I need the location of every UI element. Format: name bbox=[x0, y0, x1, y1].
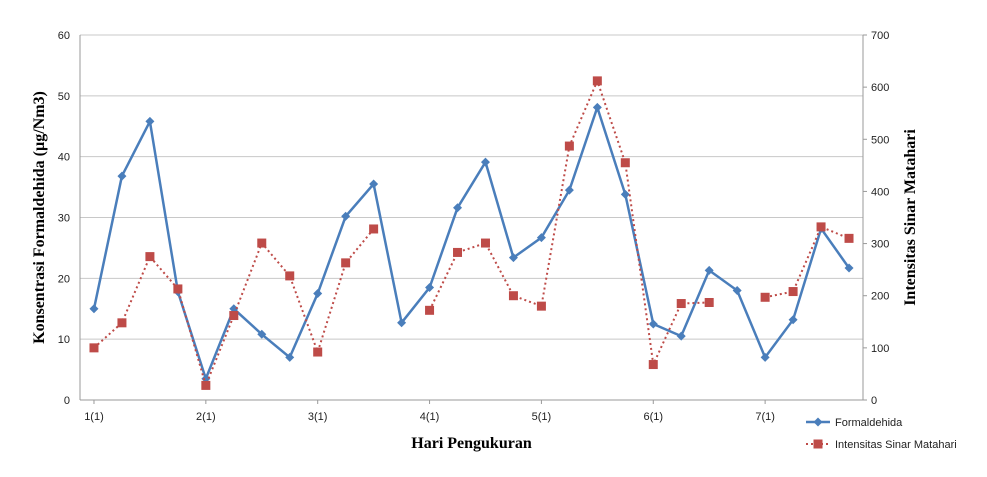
data-point-diamond bbox=[369, 179, 379, 189]
data-point-square bbox=[173, 284, 183, 294]
legend: Formaldehida Intensitas Sinar Matahari bbox=[806, 417, 957, 451]
legend-marker-square bbox=[813, 439, 823, 449]
data-point-diamond bbox=[425, 282, 435, 292]
right-y-tick-label: 0 bbox=[871, 395, 877, 407]
right-y-tick-label: 700 bbox=[871, 30, 889, 42]
data-point-square bbox=[117, 318, 127, 328]
data-point-square bbox=[341, 258, 351, 268]
data-point-square bbox=[536, 301, 546, 311]
right-y-tick-label: 100 bbox=[871, 343, 889, 355]
x-tick-label: 3(1) bbox=[308, 411, 328, 423]
axes bbox=[79, 34, 867, 404]
x-tick-label: 5(1) bbox=[532, 411, 552, 423]
right-y-tick-label: 400 bbox=[871, 186, 889, 198]
data-point-square bbox=[816, 222, 826, 232]
data-point-square bbox=[313, 347, 323, 357]
x-tick-label: 2(1) bbox=[196, 411, 216, 423]
legend-marker-diamond bbox=[813, 417, 823, 427]
right-y-axis-title: Intensitas Sinar Matahari bbox=[902, 129, 919, 306]
left-y-tick-label: 30 bbox=[58, 213, 70, 225]
data-point-diamond bbox=[285, 352, 295, 362]
data-point-square bbox=[425, 305, 435, 315]
legend-item-intensitas: Intensitas Sinar Matahari bbox=[806, 439, 957, 451]
data-point-diamond bbox=[397, 318, 407, 328]
data-point-diamond bbox=[564, 185, 574, 195]
data-point-diamond bbox=[117, 171, 127, 181]
left-y-axis-title: Konsentrasi Formaldehida (µg/Nm3) bbox=[31, 91, 48, 344]
series-line bbox=[93, 78, 850, 389]
data-point-diamond bbox=[480, 157, 490, 167]
x-tick-label: 4(1) bbox=[420, 411, 440, 423]
data-point-square bbox=[480, 238, 490, 248]
legend-label-formaldehida: Formaldehida bbox=[835, 417, 903, 429]
data-point-diamond bbox=[788, 315, 798, 325]
data-point-square bbox=[788, 287, 798, 297]
data-point-square bbox=[620, 158, 630, 168]
data-point-square bbox=[760, 292, 770, 302]
series-intensitas bbox=[89, 76, 854, 390]
left-y-tick-label: 50 bbox=[58, 91, 70, 103]
data-point-diamond bbox=[257, 329, 267, 339]
legend-item-formaldehida: Formaldehida bbox=[806, 417, 903, 429]
data-point-square bbox=[676, 299, 686, 309]
data-point-diamond bbox=[536, 233, 546, 243]
right-y-tick-label: 200 bbox=[871, 291, 889, 303]
data-point-square bbox=[201, 380, 211, 390]
data-point-square bbox=[229, 311, 239, 321]
left-y-tick-label: 40 bbox=[58, 152, 70, 164]
data-point-square bbox=[369, 224, 379, 234]
x-tick-label: 7(1) bbox=[755, 411, 775, 423]
x-axis-title: Hari Pengukuran bbox=[411, 435, 532, 452]
data-point-diamond bbox=[341, 211, 351, 221]
data-point-diamond bbox=[732, 286, 742, 295]
data-point-square bbox=[257, 238, 267, 248]
data-point-diamond bbox=[844, 263, 854, 273]
left-y-tick-label: 10 bbox=[58, 334, 70, 346]
data-point-diamond bbox=[592, 102, 602, 112]
data-point-diamond bbox=[676, 331, 686, 341]
gridlines bbox=[80, 34, 863, 401]
x-tick-label: 1(1) bbox=[84, 411, 104, 423]
data-point-square bbox=[285, 271, 295, 281]
data-point-square bbox=[89, 343, 99, 353]
data-point-diamond bbox=[229, 304, 239, 314]
left-y-tick-label: 20 bbox=[58, 273, 70, 285]
left-y-tick-label: 0 bbox=[64, 395, 70, 407]
data-point-square bbox=[592, 76, 602, 86]
left-y-tick-label: 60 bbox=[58, 30, 70, 42]
series-line bbox=[92, 103, 851, 383]
data-point-square bbox=[145, 252, 155, 262]
data-point-square bbox=[453, 247, 463, 257]
data-point-diamond bbox=[760, 352, 770, 362]
legend-label-intensitas: Intensitas Sinar Matahari bbox=[835, 439, 957, 451]
x-tick-label: 6(1) bbox=[643, 411, 663, 423]
right-y-tick-label: 500 bbox=[871, 134, 889, 146]
data-point-diamond bbox=[453, 203, 463, 213]
data-point-diamond bbox=[704, 265, 714, 275]
series-formaldehida bbox=[89, 102, 854, 384]
data-point-diamond bbox=[648, 319, 658, 329]
data-point-diamond bbox=[145, 116, 155, 126]
right-y-tick-label: 300 bbox=[871, 239, 889, 251]
data-point-square bbox=[844, 233, 854, 243]
data-point-square bbox=[508, 291, 518, 301]
right-y-tick-label: 600 bbox=[871, 82, 889, 94]
data-point-square bbox=[564, 141, 574, 151]
data-point-diamond bbox=[620, 189, 630, 199]
data-point-diamond bbox=[89, 304, 99, 314]
series bbox=[89, 76, 854, 390]
data-point-diamond bbox=[313, 289, 323, 299]
data-point-diamond bbox=[508, 253, 518, 263]
data-point-square bbox=[704, 297, 714, 307]
data-point-square bbox=[648, 360, 658, 370]
